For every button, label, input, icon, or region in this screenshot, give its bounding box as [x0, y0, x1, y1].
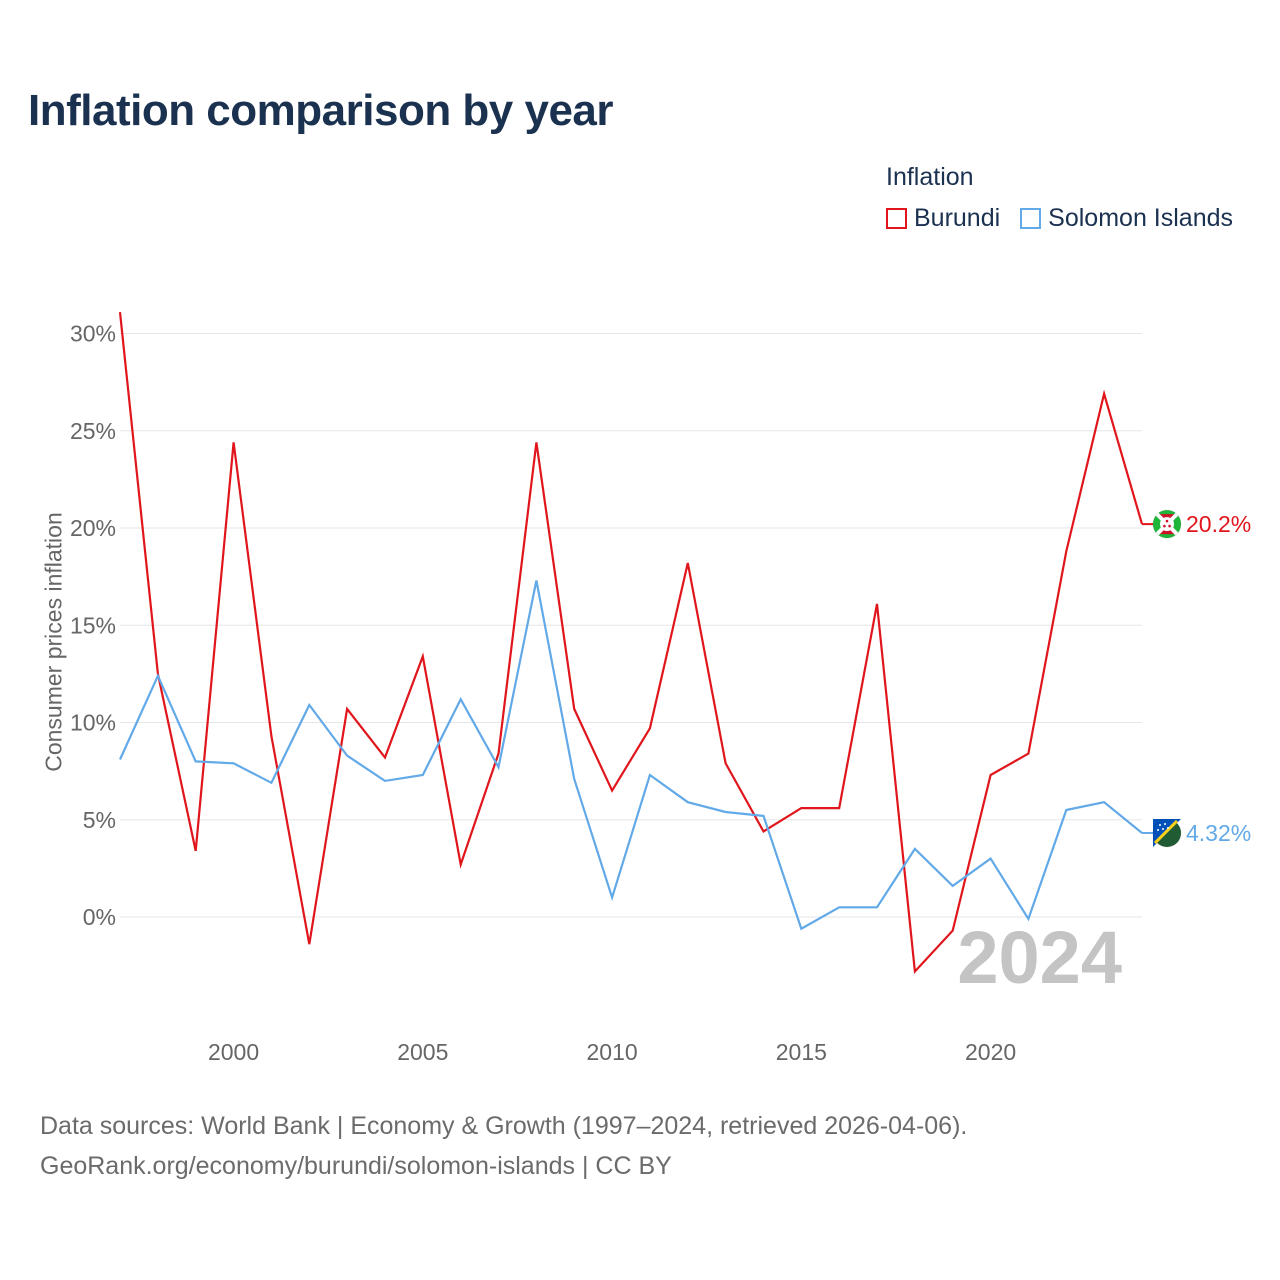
chart-title: Inflation comparison by year [28, 86, 614, 135]
x-tick-label: 2015 [776, 1039, 827, 1065]
end-label-solomon-islands: 4.32% [1186, 820, 1251, 846]
grid-lines [120, 333, 1142, 918]
x-tick-label: 2000 [208, 1039, 259, 1065]
y-tick-label: 20% [70, 515, 116, 541]
year-watermark: 2024 [957, 916, 1122, 999]
series-line-burundi[interactable] [118, 311, 1144, 975]
y-tick-labels: 0% 5% 10% 15% 20% 25% 30% [70, 321, 116, 931]
source-link[interactable]: GeoRank.org/economy/burundi/solomon-isla… [40, 1152, 672, 1180]
end-label-burundi: 20.2% [1186, 511, 1251, 537]
x-tick-label: 2010 [586, 1039, 637, 1065]
x-tick-label: 2020 [965, 1039, 1016, 1065]
y-tick-label: 10% [70, 710, 116, 736]
legend-label-solomon-islands: Solomon Islands [1048, 204, 1233, 232]
legend-item-burundi[interactable]: Burundi [886, 204, 1000, 233]
flag-icon-solomon-islands [1152, 818, 1182, 848]
footer: Data sources: World Bank | Economy & Gro… [40, 1106, 967, 1186]
legend-item-solomon-islands[interactable]: Solomon Islands [1020, 204, 1233, 233]
y-tick-label: 25% [70, 418, 116, 444]
x-tick-label: 2005 [397, 1039, 448, 1065]
legend-swatch-solomon-islands [1020, 208, 1042, 229]
series-lines [118, 311, 1144, 975]
y-tick-label: 5% [83, 807, 116, 833]
flag-icon-burundi [1151, 508, 1183, 540]
legend-title: Inflation [886, 163, 974, 191]
legend-label-burundi: Burundi [914, 204, 1001, 232]
end-markers: 20.2% 4.32% [1142, 508, 1251, 848]
y-tick-label: 30% [70, 321, 116, 347]
y-tick-label: 15% [70, 612, 116, 638]
x-tick-labels: 2000 2005 2010 2015 2020 [208, 1039, 1016, 1065]
y-tick-label: 0% [83, 904, 116, 930]
series-line-solomon-islands[interactable] [118, 580, 1143, 931]
legend-swatch-burundi [886, 208, 907, 229]
legend: Burundi Solomon Islands [886, 204, 1233, 233]
data-source-text: Data sources: World Bank | Economy & Gro… [40, 1112, 968, 1140]
